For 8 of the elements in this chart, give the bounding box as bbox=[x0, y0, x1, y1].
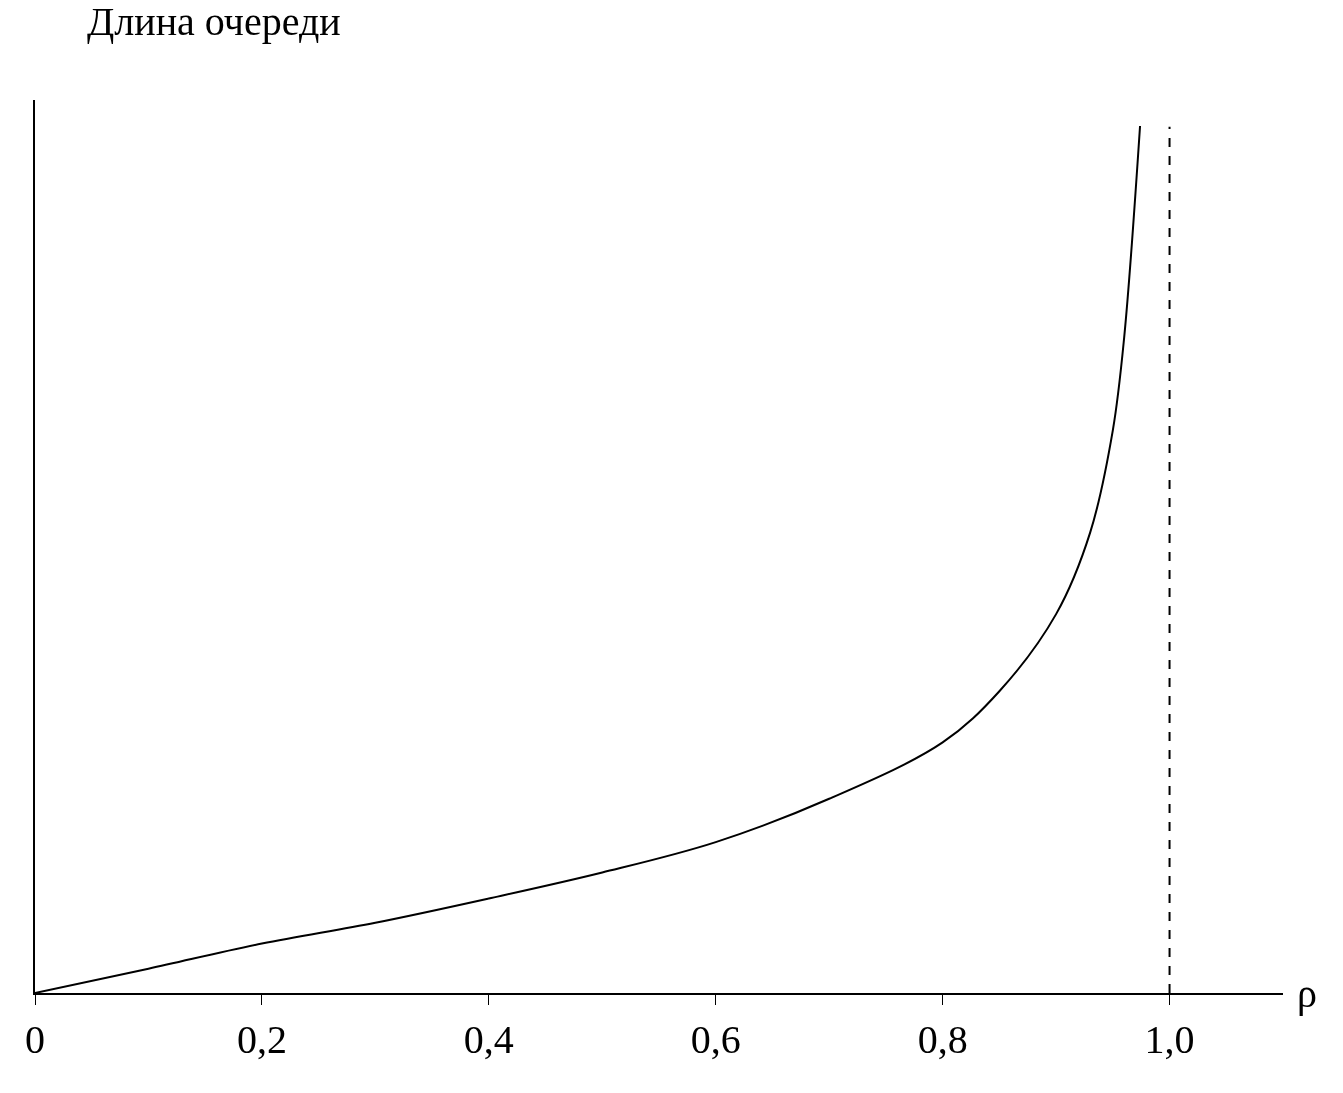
x-tick-label: 0 bbox=[25, 1017, 45, 1062]
x-tick-label: 0,6 bbox=[690, 1017, 741, 1062]
x-tick-label: 0,4 bbox=[463, 1017, 514, 1062]
y-axis-title: Длина очереди bbox=[87, 0, 341, 44]
x-tick-label: 0,8 bbox=[917, 1017, 968, 1062]
x-tick-label: 0,2 bbox=[236, 1017, 287, 1062]
x-tick-label: 1,0 bbox=[1144, 1017, 1195, 1062]
x-axis-title: ρ bbox=[1297, 971, 1317, 1016]
